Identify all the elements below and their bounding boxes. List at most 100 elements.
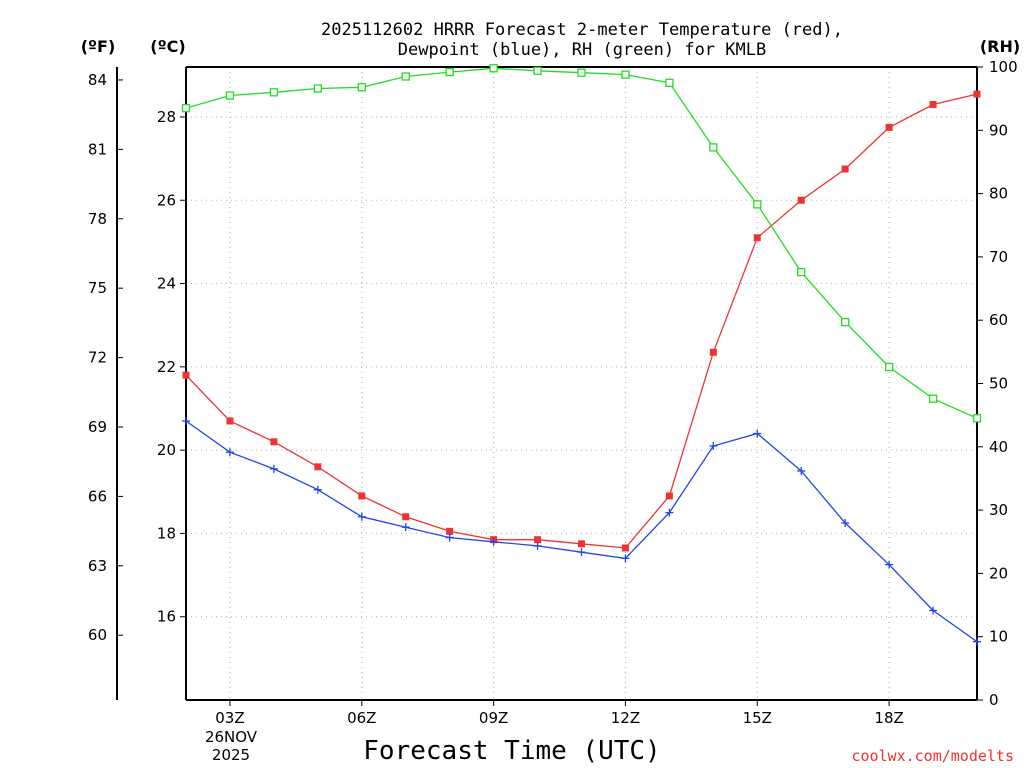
fahrenheit-tick-label: 84: [88, 71, 107, 89]
temperature-point: [226, 417, 234, 425]
dewpoint-point: [313, 485, 322, 494]
rh-point: [533, 66, 542, 75]
rh-tick-label: 0: [989, 691, 999, 709]
celsius-tick-label: 26: [157, 191, 176, 209]
celsius-unit-label: (ºC): [150, 37, 185, 56]
celsius-tick-label: 16: [157, 608, 176, 626]
rh-point: [972, 414, 982, 423]
rh-point: [753, 200, 762, 209]
celsius-tick-label: 28: [157, 108, 176, 126]
x-tick-label: 09Z: [479, 709, 508, 727]
celsius-tick-label: 24: [157, 275, 176, 293]
rh-point: [665, 78, 674, 87]
dewpoint-line: [185, 420, 978, 643]
fahrenheit-tick-label: 72: [88, 349, 107, 367]
dewpoint-point: [269, 464, 278, 473]
temperature-point: [182, 371, 190, 379]
temperature-point: [270, 438, 278, 446]
rh-unit-label: (RH): [980, 37, 1020, 56]
dewpoint-point: [357, 512, 366, 521]
dewpoint-point: [841, 519, 850, 528]
rh-tick-label: 10: [989, 628, 1008, 646]
temperature-point: [841, 165, 849, 173]
rh-tick-label: 20: [989, 564, 1008, 582]
dewpoint-point: [445, 533, 454, 542]
celsius-tick-label: 18: [157, 524, 176, 542]
x-tick-label: 06Z: [347, 709, 376, 727]
rh-tick-label: 50: [989, 375, 1008, 393]
rh-point: [797, 267, 806, 277]
dewpoint-point: [182, 416, 190, 425]
axes: [116, 66, 978, 701]
temperature-point: [665, 492, 673, 500]
x-axis-title: Forecast Time (UTC): [363, 736, 660, 766]
dewpoint-point: [621, 554, 630, 563]
rh-tick-label: 90: [989, 121, 1008, 139]
rh-point: [225, 91, 235, 100]
fahrenheit-tick-label: 75: [88, 279, 107, 297]
rh-point: [445, 67, 454, 77]
dewpoint-point: [665, 508, 674, 517]
rh-tick-label: 100: [989, 58, 1018, 76]
dewpoint-point: [533, 541, 542, 550]
rh-point: [709, 143, 718, 152]
dewpoint-point: [885, 560, 894, 569]
rh-tick-label: 40: [989, 438, 1008, 456]
rh-point: [489, 64, 498, 73]
x-tick-label: 15Z: [743, 709, 772, 727]
rh-point: [928, 394, 938, 403]
fahrenheit-tick-label: 63: [88, 557, 107, 575]
temperature-point: [885, 123, 893, 131]
data-series: [181, 64, 982, 646]
rh-point: [401, 72, 410, 81]
temperature-point: [973, 90, 981, 98]
celsius-tick-label: 22: [157, 358, 176, 376]
temperature-point: [709, 348, 717, 356]
rh-point: [577, 68, 586, 77]
x-tick-label: 03Z: [215, 709, 244, 727]
dewpoint-point: [577, 548, 586, 557]
dewpoint-point: [929, 606, 938, 615]
dewpoint-point: [797, 466, 806, 475]
rh-tick-label: 70: [989, 248, 1008, 266]
fahrenheit-tick-label: 60: [88, 626, 107, 644]
rh-point: [841, 317, 850, 327]
fahrenheit-tick-label: 66: [88, 487, 107, 505]
celsius-tick-label: 20: [157, 441, 176, 459]
rh-point: [181, 103, 191, 113]
dewpoint-point: [489, 537, 498, 546]
fahrenheit-tick-label: 81: [88, 140, 107, 158]
dewpoint-point: [753, 429, 762, 438]
temperature-point: [578, 540, 585, 548]
grid: [186, 67, 977, 700]
temperature-point: [358, 492, 366, 500]
chart-title-line1: 2025112602 HRRR Forecast 2-meter Tempera…: [321, 20, 843, 40]
watermark: coolwx.com/modelts: [851, 747, 1014, 765]
rh-point: [357, 83, 366, 92]
temperature-point: [402, 513, 410, 521]
dewpoint-point: [709, 441, 718, 450]
temperature-point: [314, 463, 322, 471]
rh-line: [185, 67, 978, 419]
date-label-day: 26NOV: [205, 728, 258, 746]
rh-tick-label: 60: [989, 311, 1008, 329]
temperature-point: [929, 100, 937, 108]
dewpoint-point: [401, 523, 410, 532]
chart-title-line2: Dewpoint (blue), RH (green) for KMLB: [398, 40, 766, 60]
rh-point: [269, 88, 279, 97]
rh-tick-label: 30: [989, 501, 1008, 519]
temperature-point: [621, 544, 629, 552]
fahrenheit-unit-label: (ºF): [81, 37, 116, 56]
date-label-year: 2025: [212, 746, 250, 764]
x-tick-label: 12Z: [611, 709, 640, 727]
rh-point: [313, 84, 322, 93]
temperature-point: [753, 234, 761, 242]
rh-point: [621, 70, 630, 79]
rh-point: [884, 362, 894, 372]
x-tick-label: 18Z: [874, 709, 903, 727]
dewpoint-point: [973, 637, 981, 646]
fahrenheit-tick-label: 78: [88, 210, 107, 228]
temperature-point: [534, 536, 542, 544]
fahrenheit-tick-label: 69: [88, 418, 107, 436]
